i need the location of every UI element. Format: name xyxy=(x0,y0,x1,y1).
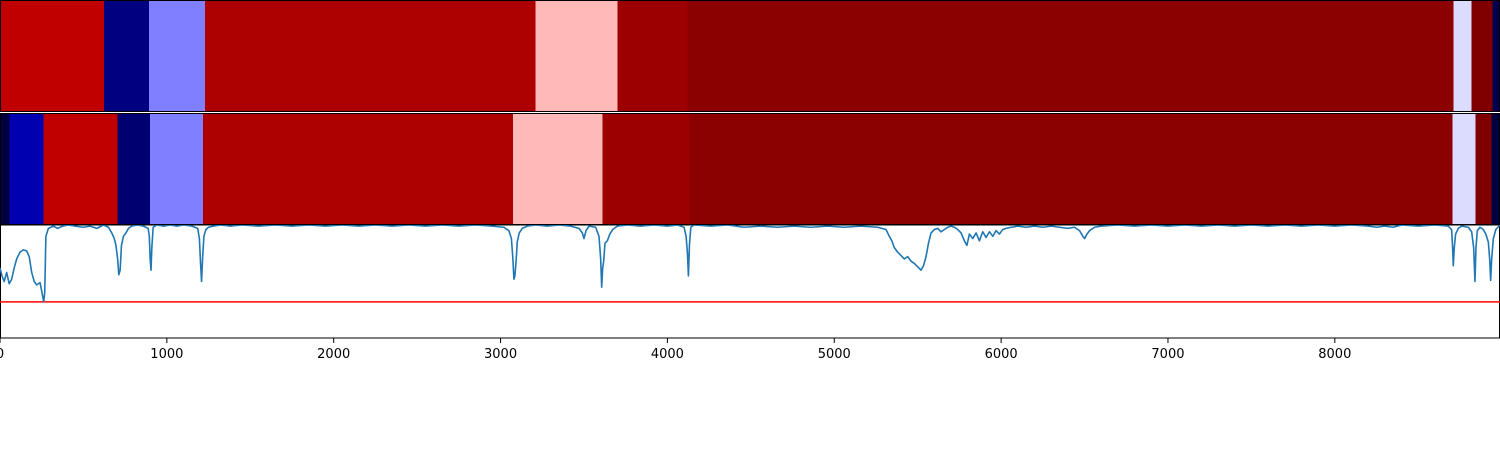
x-tick-label: 1000 xyxy=(150,347,183,362)
line-plot-frame xyxy=(0,224,1500,339)
segment xyxy=(535,0,618,112)
x-tick-label: 0 xyxy=(0,347,4,362)
segment xyxy=(1453,0,1472,112)
segment xyxy=(1471,0,1493,112)
x-axis: 0 1000 2000 3000 4000 5000 6000 7000 8000 xyxy=(0,338,1351,362)
series-line xyxy=(0,224,1500,303)
segment xyxy=(9,113,44,225)
segment xyxy=(513,113,603,225)
segment-row-2 xyxy=(0,113,1500,225)
segment xyxy=(687,0,1454,112)
x-tick-label: 7000 xyxy=(1151,347,1184,362)
segment-rows xyxy=(0,0,1500,225)
segment-row-1 xyxy=(0,0,1500,112)
segment xyxy=(1475,113,1492,225)
segment xyxy=(202,113,514,225)
x-tick-label: 2000 xyxy=(317,347,350,362)
segment xyxy=(0,113,10,225)
segment xyxy=(617,0,688,112)
line-plot xyxy=(0,224,1500,339)
segment xyxy=(602,113,690,225)
segment xyxy=(0,0,104,112)
x-tick-label: 8000 xyxy=(1318,347,1351,362)
segment xyxy=(148,0,205,112)
segment xyxy=(103,0,149,112)
segment xyxy=(1452,113,1476,225)
x-tick-label: 5000 xyxy=(818,347,851,362)
x-tick-label: 4000 xyxy=(651,347,684,362)
x-tick-label: 6000 xyxy=(985,347,1018,362)
segment xyxy=(149,113,203,225)
x-tick-label: 3000 xyxy=(484,347,517,362)
segment xyxy=(689,113,1453,225)
segment xyxy=(117,113,150,225)
segment xyxy=(43,113,118,225)
segment xyxy=(204,0,536,112)
segment xyxy=(1492,0,1500,112)
segment xyxy=(1491,113,1500,225)
